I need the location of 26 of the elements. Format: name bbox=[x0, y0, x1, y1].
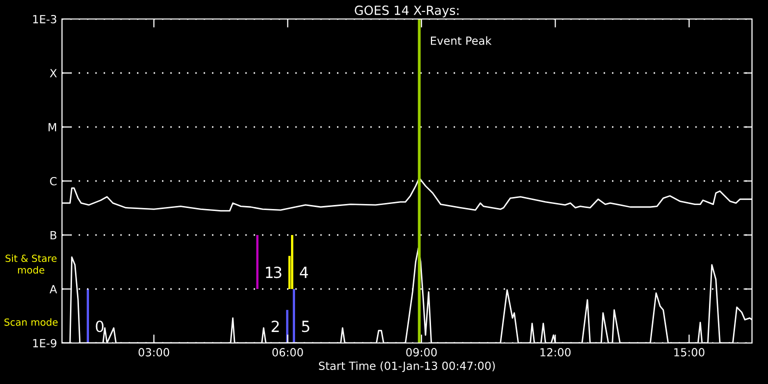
text: Sit & Stare mode bbox=[6, 254, 57, 274]
y-tick-label: C bbox=[50, 176, 57, 186]
x-tick-label: 15:00 bbox=[674, 348, 704, 356]
annotation: 2 bbox=[272, 320, 279, 332]
chart-title: GOES 14 X-Rays: bbox=[354, 6, 458, 18]
y-tick-label: A bbox=[50, 285, 58, 294]
annotation: 1 bbox=[266, 266, 273, 278]
bar bbox=[291, 235, 294, 289]
text: Scan mode bbox=[4, 318, 58, 326]
bar bbox=[256, 235, 258, 289]
x-tick-label: 06:00 bbox=[272, 348, 303, 356]
x-tick-label: 12:00 bbox=[540, 348, 571, 356]
annotation: 0 bbox=[96, 320, 104, 332]
annotation: 4 bbox=[300, 266, 308, 278]
ref-line-label: Event Peak bbox=[430, 36, 492, 45]
y-tick-label: X bbox=[50, 69, 57, 78]
annotation: 3 bbox=[274, 266, 282, 278]
x-tick-label: 03:00 bbox=[138, 348, 170, 356]
y-tick-label: M bbox=[48, 123, 56, 132]
annotation: 5 bbox=[302, 320, 310, 332]
bar bbox=[286, 310, 288, 343]
y-tick-label: B bbox=[50, 231, 56, 240]
x-axis-title: Start Time (01-Jan-13 00:47:00) bbox=[318, 361, 495, 372]
y-tick-label: 1E-3 bbox=[33, 14, 56, 24]
y-tick-label: 1E-9 bbox=[33, 338, 56, 348]
x-tick-label: 09:00 bbox=[406, 348, 437, 356]
